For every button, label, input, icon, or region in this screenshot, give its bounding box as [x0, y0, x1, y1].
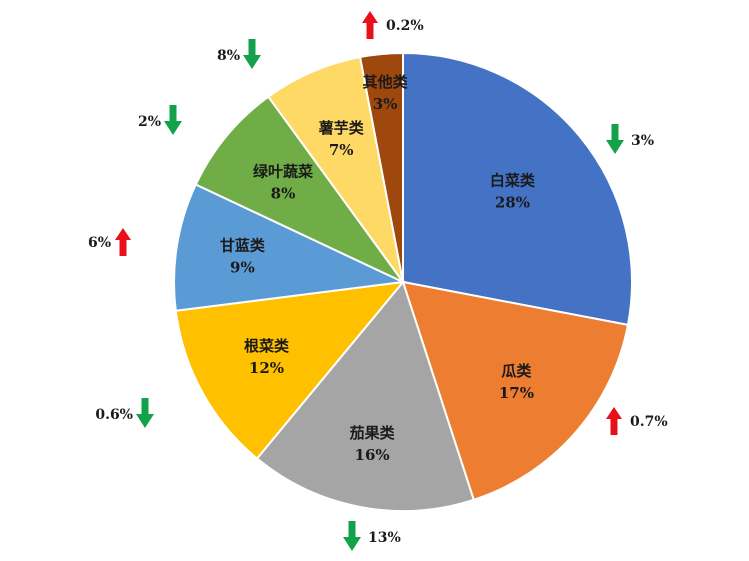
- slice-3-change-value: 13%: [368, 530, 401, 546]
- slice-6-percent: 8%: [271, 185, 296, 203]
- arrow-down-icon: [343, 521, 361, 551]
- slice-5-percent: 9%: [230, 259, 255, 277]
- slice-6-name: 绿叶蔬菜: [253, 163, 313, 181]
- arrow-down-icon: [136, 398, 154, 428]
- slice-7-name: 薯芋类: [318, 119, 365, 137]
- arrow-down-icon: [243, 39, 261, 69]
- slice-4-percent: 12%: [249, 359, 284, 377]
- slice-5-change: 6%: [88, 228, 131, 256]
- slice-2-wedge: [401, 280, 630, 502]
- slice-6-wedge: [194, 95, 404, 283]
- slice-3-wedge: [255, 279, 476, 512]
- arrow-up-icon: [362, 11, 378, 39]
- arrow-up-icon: [606, 407, 622, 435]
- slice-3-name: 茄果类: [349, 424, 396, 442]
- slice-2-change-value: 0.7%: [630, 414, 668, 430]
- slice-4-change-value: 0.6%: [95, 407, 133, 423]
- slice-1-percent: 28%: [495, 194, 530, 212]
- slice-2-change: 0.7%: [606, 407, 668, 435]
- slice-2-percent: 17%: [499, 384, 534, 402]
- slice-2-name: 瓜类: [501, 362, 532, 380]
- arrow-down-icon: [164, 105, 182, 135]
- slice-1-change: 3%: [606, 124, 654, 154]
- slice-8-change: 0.2%: [362, 11, 424, 39]
- slice-8-wedge: [358, 51, 404, 283]
- arrow-down-icon: [606, 124, 624, 154]
- slice-1-name: 白菜类: [490, 172, 536, 190]
- slice-3-percent: 16%: [355, 446, 390, 464]
- slice-8-percent: 3%: [373, 95, 398, 113]
- slice-7-change: 8%: [217, 39, 261, 69]
- slice-5-wedge: [173, 183, 407, 312]
- change-indicators: 3% 0.7% 13% 0.6% 6% 2% 8% 0.2%: [88, 11, 668, 551]
- slice-6-change: 2%: [138, 105, 182, 135]
- slice-labels: 白菜类 28% 瓜类 17% 茄果类 16% 根菜类 12% 甘蓝类 9% 绿叶蔬菜 8% 薯芋类 7% 其…: [220, 73, 536, 464]
- pie-slices: [173, 51, 633, 512]
- arrow-up-icon: [115, 228, 131, 256]
- slice-6-change-value: 2%: [138, 114, 161, 130]
- slice-1-wedge: [402, 51, 633, 327]
- slice-5-name: 甘蓝类: [220, 237, 266, 255]
- slice-4-name: 根菜类: [244, 337, 290, 355]
- slice-7-change-value: 8%: [217, 48, 240, 64]
- slice-4-change: 0.6%: [95, 398, 154, 428]
- slice-8-name: 其他类: [363, 73, 409, 91]
- slice-5-change-value: 6%: [88, 235, 111, 251]
- slice-3-change: 13%: [343, 521, 401, 551]
- slice-8-change-value: 0.2%: [386, 18, 424, 34]
- slice-7-percent: 7%: [329, 141, 354, 159]
- slice-4-wedge: [174, 280, 406, 460]
- slice-1-change-value: 3%: [631, 133, 654, 149]
